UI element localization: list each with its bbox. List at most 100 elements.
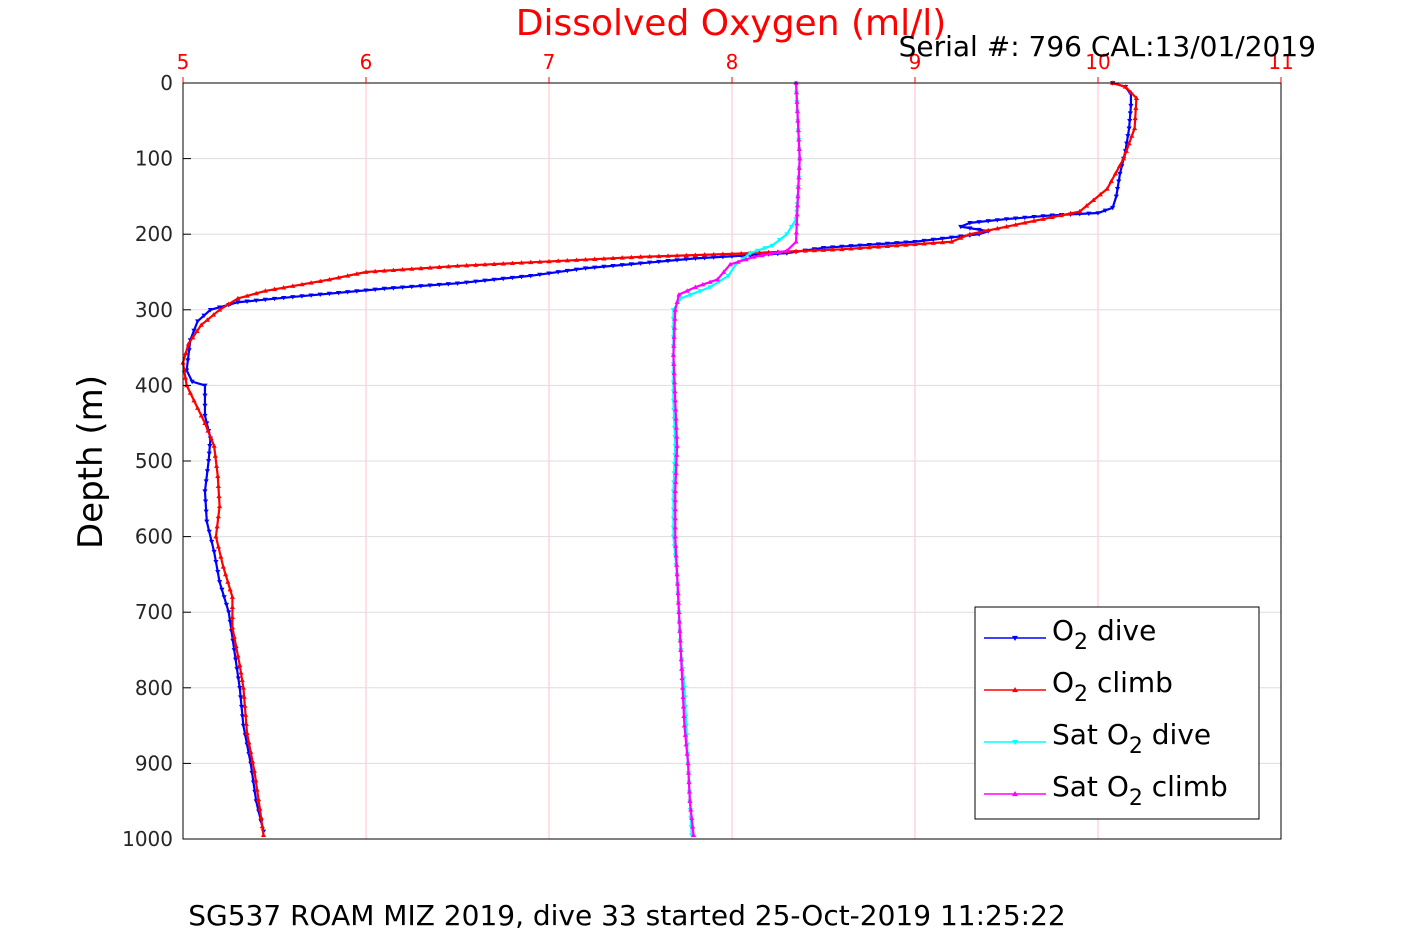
data-point bbox=[711, 255, 717, 260]
data-point bbox=[215, 483, 221, 489]
data-point bbox=[211, 549, 217, 555]
y-tick-label: 1000 bbox=[122, 827, 173, 851]
data-point bbox=[1077, 208, 1083, 214]
data-point bbox=[679, 666, 685, 671]
data-point bbox=[464, 262, 470, 268]
data-point bbox=[223, 602, 230, 608]
data-point bbox=[390, 267, 397, 273]
data-point bbox=[729, 251, 735, 256]
data-point bbox=[1123, 148, 1129, 153]
data-point bbox=[628, 254, 634, 260]
data-point bbox=[674, 434, 680, 439]
y-axis-label: Depth (m) bbox=[71, 375, 111, 549]
data-point bbox=[213, 534, 219, 539]
data-point bbox=[262, 288, 268, 293]
data-point bbox=[233, 643, 239, 649]
data-point bbox=[994, 225, 1000, 231]
data-point bbox=[445, 282, 451, 287]
data-point bbox=[672, 515, 678, 521]
data-point bbox=[182, 375, 189, 380]
data-point bbox=[206, 459, 212, 464]
data-point bbox=[241, 694, 247, 699]
data-point bbox=[202, 420, 208, 426]
data-point bbox=[794, 221, 800, 226]
legend-label-suffix: climb bbox=[1088, 666, 1173, 699]
data-point bbox=[537, 259, 543, 264]
legend-label-subscript: 2 bbox=[1129, 734, 1143, 759]
data-point bbox=[1127, 111, 1133, 116]
data-point bbox=[509, 275, 515, 281]
data-point bbox=[747, 251, 753, 256]
data-point bbox=[227, 586, 233, 592]
data-point bbox=[253, 298, 259, 304]
data-point bbox=[671, 361, 677, 367]
data-point bbox=[721, 269, 727, 274]
data-point bbox=[281, 285, 287, 290]
data-point bbox=[239, 714, 246, 719]
data-point bbox=[546, 258, 552, 264]
data-point bbox=[1040, 216, 1046, 221]
data-point bbox=[243, 721, 249, 726]
data-point bbox=[671, 325, 678, 330]
data-point bbox=[237, 662, 243, 667]
series-o2-climb bbox=[180, 80, 1140, 838]
data-point bbox=[363, 288, 369, 293]
data-point bbox=[794, 108, 801, 114]
data-point bbox=[794, 211, 800, 217]
data-point bbox=[281, 296, 287, 301]
data-point bbox=[795, 184, 801, 189]
data-point bbox=[647, 253, 653, 259]
data-point bbox=[242, 712, 249, 717]
data-point bbox=[994, 218, 1000, 223]
data-point bbox=[409, 266, 415, 271]
serial-calibration-label: Serial #: 796 CAL:13/01/2019 bbox=[899, 30, 1316, 63]
data-point bbox=[795, 127, 801, 133]
data-point bbox=[672, 497, 678, 503]
data-point bbox=[674, 299, 680, 305]
legend-label-main: O bbox=[1107, 718, 1129, 751]
data-point bbox=[672, 307, 678, 312]
data-point bbox=[672, 316, 678, 321]
data-point bbox=[202, 393, 208, 399]
data-point bbox=[1110, 205, 1116, 211]
data-point bbox=[202, 499, 209, 504]
data-point bbox=[680, 694, 686, 700]
data-point bbox=[290, 283, 296, 288]
data-point bbox=[183, 350, 189, 356]
data-point bbox=[299, 281, 305, 287]
data-point bbox=[692, 252, 698, 257]
data-point bbox=[354, 271, 360, 276]
data-point bbox=[797, 156, 803, 161]
data-point bbox=[939, 239, 946, 245]
data-point bbox=[308, 293, 314, 298]
data-point bbox=[1031, 218, 1037, 223]
data-point bbox=[930, 237, 936, 243]
data-point bbox=[619, 263, 625, 268]
data-point bbox=[573, 267, 580, 273]
data-point bbox=[592, 265, 598, 271]
data-point bbox=[637, 261, 644, 266]
data-point bbox=[326, 276, 332, 282]
series-line bbox=[672, 82, 801, 836]
dive-caption: SG537 ROAM MIZ 2019, dive 33 started 25-… bbox=[188, 899, 1065, 932]
data-point bbox=[1083, 203, 1090, 208]
data-point bbox=[225, 579, 231, 584]
data-point bbox=[707, 279, 713, 284]
data-point bbox=[687, 292, 694, 298]
data-point bbox=[637, 254, 644, 259]
data-point bbox=[681, 723, 688, 728]
data-point bbox=[665, 259, 671, 264]
data-point bbox=[751, 254, 757, 259]
data-point bbox=[254, 787, 260, 792]
data-point bbox=[215, 544, 221, 549]
data-point bbox=[672, 524, 678, 530]
data-point bbox=[317, 278, 323, 283]
x-tick-label: 11 bbox=[1268, 50, 1293, 74]
data-point bbox=[674, 258, 680, 263]
data-point bbox=[219, 587, 225, 593]
data-point bbox=[610, 255, 616, 261]
data-point bbox=[672, 397, 678, 403]
data-point bbox=[1067, 210, 1074, 216]
y-axis-ticks: 0 100 200 300 400 500 600 700 800 900 1000 bbox=[122, 71, 191, 851]
data-point bbox=[473, 279, 479, 285]
